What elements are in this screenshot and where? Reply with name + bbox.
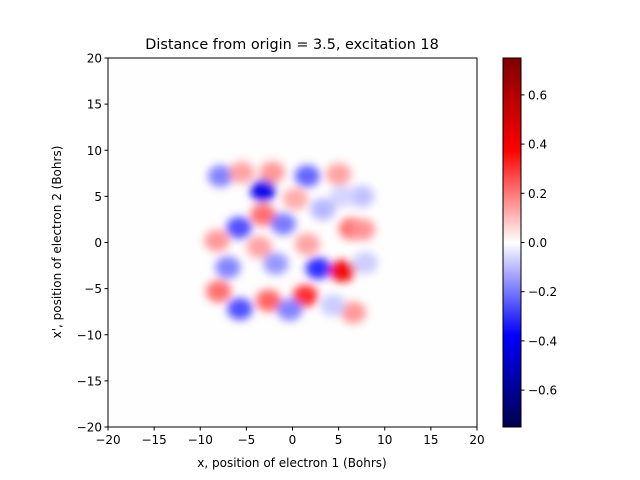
colorbar-tick-label: −0.4 [528, 334, 557, 348]
y-tick-label: −15 [77, 374, 102, 388]
heatmap-lobe-1 [229, 161, 255, 184]
heatmap-lobe-2 [259, 161, 285, 184]
heatmap-lobe-19 [329, 260, 355, 283]
y-axis: −20 −15 −10 −5 0 5 10 15 20 [77, 52, 108, 435]
chart-title: Distance from origin = 3.5, excitation 1… [145, 37, 438, 53]
colorbar: −0.6 −0.4 −0.2 0.0 0.2 0.4 0.6 [502, 57, 557, 428]
heatmap-lobe-0 [207, 165, 234, 188]
y-tick-label: 5 [94, 190, 102, 204]
colorbar-tick-label: 0.2 [528, 187, 547, 201]
colorbar-gradient [502, 57, 522, 428]
plot-area [107, 57, 478, 428]
x-tick-label: 15 [423, 433, 438, 447]
heatmap-lobe-29 [329, 185, 355, 208]
heatmap-lobe-17 [263, 252, 289, 275]
heatmap-lobe-18 [305, 257, 331, 280]
colorbar-tick-label: 0.6 [528, 88, 547, 102]
colorbar-ticks: −0.6 −0.4 −0.2 0.0 0.2 0.4 0.6 [521, 88, 557, 398]
heatmap-lobe-20 [352, 251, 379, 274]
y-tick-label: 20 [87, 52, 102, 66]
x-tick-label: −10 [188, 433, 213, 447]
x-tick-label: −5 [238, 433, 256, 447]
y-tick-label: 10 [87, 144, 102, 158]
y-tick-label: −10 [77, 328, 102, 342]
heatmap [204, 161, 379, 324]
y-tick-label: −5 [84, 282, 102, 296]
colorbar-tick-label: −0.6 [528, 384, 557, 398]
heatmap-lobe-28 [349, 218, 376, 241]
heatmap-lobes [204, 161, 379, 324]
y-axis-label: x', position of electron 2 (Bohrs) [50, 146, 64, 339]
x-tick-label: 10 [377, 433, 392, 447]
plot-background [108, 58, 477, 427]
heatmap-lobe-27 [320, 294, 346, 317]
x-tick-label: −15 [141, 433, 166, 447]
heatmap-lobe-16 [215, 256, 241, 279]
heatmap-lobe-11 [310, 198, 336, 221]
heatmap-lobe-5 [349, 185, 375, 208]
x-axis: −20 −15 −10 −5 0 5 10 15 20 [95, 427, 485, 447]
heatmap-lobe-15 [294, 233, 320, 256]
heatmap-lobe-13 [204, 229, 230, 252]
x-tick-label: 0 [289, 433, 297, 447]
colorbar-tick-label: 0.0 [528, 236, 547, 250]
heatmap-lobe-3 [294, 165, 320, 188]
heatmap-lobe-22 [255, 289, 282, 312]
colorbar-tick-label: 0.4 [528, 138, 547, 152]
colorbar-tick-label: −0.2 [528, 285, 557, 299]
heatmap-lobe-14 [246, 236, 272, 259]
y-tick-label: −20 [77, 421, 102, 435]
heatmap-lobe-23 [292, 285, 319, 307]
heatmap-lobe-24 [227, 297, 253, 320]
heatmap-lobe-25 [277, 298, 303, 321]
x-axis-label: x, position of electron 1 (Bohrs) [197, 456, 386, 470]
heatmap-lobe-26 [340, 301, 367, 324]
heatmap-lobe-9 [226, 216, 252, 239]
heatmap-lobe-10 [270, 213, 296, 235]
heatmap-lobe-6 [250, 179, 276, 202]
heatmap-lobe-4 [325, 163, 352, 186]
x-tick-label: 20 [469, 433, 484, 447]
y-tick-label: 15 [87, 98, 102, 112]
x-tick-label: 5 [335, 433, 343, 447]
heatmap-lobe-21 [206, 280, 232, 303]
heatmap-lobe-8 [282, 188, 308, 211]
y-tick-label: 0 [94, 236, 102, 250]
x-tick-label: −20 [95, 433, 120, 447]
heatmap-lobe-7 [250, 203, 276, 226]
